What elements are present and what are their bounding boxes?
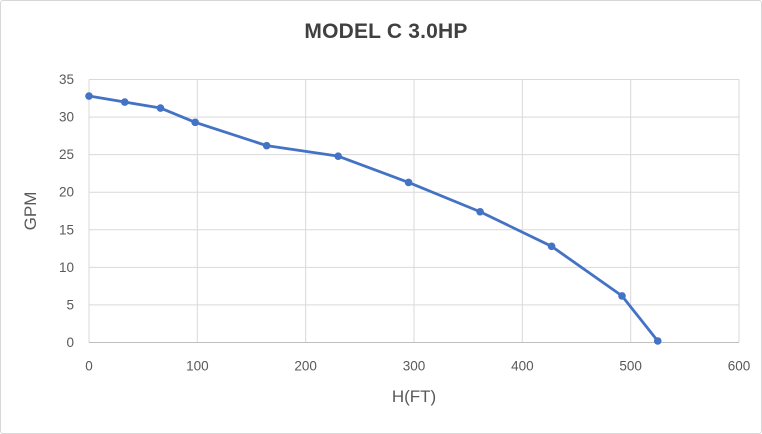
data-point-marker xyxy=(476,207,484,216)
y-tick-label: 35 xyxy=(59,72,74,87)
data-point-marker xyxy=(334,152,342,160)
x-axis-title: H(FT) xyxy=(391,387,437,406)
y-tick-label: 20 xyxy=(59,185,74,200)
data-point-marker xyxy=(618,292,626,300)
x-tick-label: 600 xyxy=(728,359,751,374)
y-tick-label: 5 xyxy=(66,297,74,312)
y-tick-label: 0 xyxy=(66,335,74,350)
y-axis-title: GPM xyxy=(21,191,40,231)
x-tick-label: 500 xyxy=(619,359,642,374)
data-point-marker xyxy=(262,141,271,150)
data-point-marker xyxy=(191,118,199,127)
x-tick-label: 100 xyxy=(186,359,209,374)
x-tick-label: 300 xyxy=(403,359,426,374)
series-line xyxy=(87,94,660,343)
data-point-marker xyxy=(653,337,662,345)
y-tick-label: 15 xyxy=(59,222,74,237)
chart-title: MODEL C 3.0HP xyxy=(304,20,468,43)
data-point-marker xyxy=(156,104,165,112)
y-tick-label: 10 xyxy=(59,260,74,275)
data-point-marker xyxy=(120,98,129,106)
data-point-marker xyxy=(547,242,556,251)
x-tick-label: 200 xyxy=(294,359,317,374)
x-tick-label: 0 xyxy=(85,359,93,374)
y-tick-label: 25 xyxy=(59,147,74,162)
data-point-marker xyxy=(85,92,93,100)
x-tick-label: 400 xyxy=(511,359,534,374)
data-point-marker xyxy=(404,178,413,187)
y-tick-label: 30 xyxy=(59,110,74,125)
